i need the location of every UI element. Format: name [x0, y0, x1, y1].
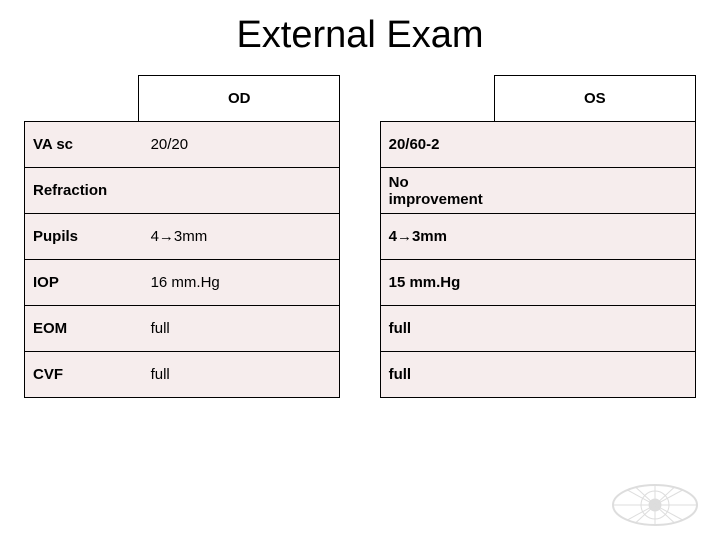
gap-cell — [340, 260, 380, 306]
cell-os — [494, 214, 695, 260]
table-row: Refraction No improvement — [25, 168, 696, 214]
cell-od: 20/20 — [139, 122, 340, 168]
cell-os — [494, 306, 695, 352]
row-label: Refraction — [25, 168, 139, 214]
row-label: Pupils — [25, 214, 139, 260]
exam-table: OD OS VA sc 20/20 20/60-2 Refraction No … — [24, 75, 696, 398]
cell-os — [494, 260, 695, 306]
page-title: External Exam — [0, 0, 720, 75]
row-label: CVF — [25, 352, 139, 398]
eye-logo-icon — [610, 482, 700, 528]
header-od: OD — [139, 76, 340, 122]
header-os: OS — [494, 76, 695, 122]
cell-od: full — [139, 306, 340, 352]
table-row: EOM full full — [25, 306, 696, 352]
gap-cell — [340, 306, 380, 352]
cell-od — [139, 168, 340, 214]
header-corner-os — [380, 76, 494, 122]
row-label-os: full — [380, 306, 494, 352]
header-gap — [340, 76, 380, 122]
row-label-os: 15 mm.Hg — [380, 260, 494, 306]
row-label: VA sc — [25, 122, 139, 168]
gap-cell — [340, 122, 380, 168]
cell-od: 4→3mm — [139, 214, 340, 260]
row-label-os: 20/60-2 — [380, 122, 494, 168]
row-label: EOM — [25, 306, 139, 352]
cell-od: 16 mm.Hg — [139, 260, 340, 306]
cell-os — [494, 352, 695, 398]
table-row: Pupils 4→3mm 4→3mm — [25, 214, 696, 260]
table-header-row: OD OS — [25, 76, 696, 122]
row-label-os: full — [380, 352, 494, 398]
gap-cell — [340, 168, 380, 214]
row-label: IOP — [25, 260, 139, 306]
header-corner-od — [25, 76, 139, 122]
cell-os — [494, 122, 695, 168]
gap-cell — [340, 352, 380, 398]
table-row: CVF full full — [25, 352, 696, 398]
row-label-os: 4→3mm — [380, 214, 494, 260]
table-row: VA sc 20/20 20/60-2 — [25, 122, 696, 168]
cell-od: full — [139, 352, 340, 398]
table-row: IOP 16 mm.Hg 15 mm.Hg — [25, 260, 696, 306]
gap-cell — [340, 214, 380, 260]
exam-table-wrap: OD OS VA sc 20/20 20/60-2 Refraction No … — [0, 75, 720, 398]
row-label-os: No improvement — [380, 168, 494, 214]
cell-os — [494, 168, 695, 214]
